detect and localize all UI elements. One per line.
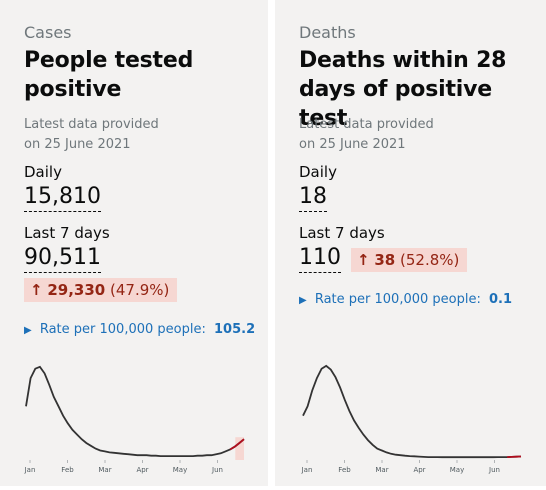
card-title[interactable]: People tested positive — [24, 46, 193, 104]
x-tick-label: Mar — [375, 466, 388, 474]
x-tick-label: Apr — [136, 466, 148, 474]
triangle-right-icon: ▶ — [24, 325, 32, 336]
change-percent: (52.8%) — [400, 251, 460, 269]
card-title-line2: days of positive test — [299, 77, 492, 131]
latest-line1: Latest data provided — [24, 117, 159, 132]
cases-sparkline-chart[interactable]: Jan Feb Mar Apr May Jun — [22, 358, 248, 476]
series-line-highlight — [507, 455, 522, 458]
rate-label: Rate per 100,000 people: — [314, 292, 481, 307]
cases-card: Cases People tested positive Latest data… — [0, 0, 268, 486]
up-arrow-icon: ↑ — [357, 251, 370, 269]
last7-value[interactable]: 110 — [299, 245, 341, 273]
last-7-days-highlight — [235, 437, 244, 460]
x-tick-label: Jun — [211, 466, 223, 474]
change-badge: ↑ 38 (52.8%) — [351, 248, 468, 272]
rate-value: 0.1 — [489, 292, 513, 307]
card-title-line1: Deaths within 28 — [299, 48, 507, 73]
rate-label: Rate per 100,000 people: — [39, 322, 206, 337]
daily-value[interactable]: 18 — [299, 184, 327, 212]
daily-label: Daily — [24, 163, 62, 181]
rate-toggle[interactable]: ▶ Rate per 100,000 people: 0.1 — [299, 292, 512, 307]
x-tick-label: May — [173, 466, 187, 474]
last7-label: Last 7 days — [299, 224, 385, 242]
last7-value[interactable]: 90,511 — [24, 245, 101, 273]
card-title-line2: positive — [24, 77, 122, 102]
daily-value[interactable]: 15,810 — [24, 184, 101, 212]
change-value: 38 — [374, 251, 396, 269]
card-title-line1: People tested — [24, 48, 194, 73]
latest-line1: Latest data provided — [299, 117, 434, 132]
series-line-highlight — [229, 438, 245, 451]
x-tick-label: Jan — [24, 466, 36, 474]
rate-value: 105.2 — [214, 322, 256, 337]
series-line — [25, 365, 245, 457]
x-tick-label: May — [450, 466, 464, 474]
x-tick-label: Jan — [301, 466, 313, 474]
latest-line2: on 25 June 2021 — [24, 137, 131, 152]
latest-line2: on 25 June 2021 — [299, 137, 406, 152]
deaths-sparkline-chart[interactable]: Jan Feb Mar Apr May Jun — [299, 358, 525, 476]
card-title[interactable]: Deaths within 28 days of positive test — [299, 46, 538, 133]
up-arrow-icon: ↑ — [30, 281, 43, 299]
x-tick-label: Feb — [61, 466, 74, 474]
latest-data-text: Latest data provided on 25 June 2021 — [299, 115, 434, 155]
triangle-right-icon: ▶ — [299, 295, 307, 306]
change-percent: (47.9%) — [110, 281, 170, 299]
rate-toggle[interactable]: ▶ Rate per 100,000 people: 105.2 — [24, 322, 255, 337]
last7-label: Last 7 days — [24, 224, 110, 242]
x-tick-label: Mar — [98, 466, 111, 474]
latest-data-text: Latest data provided on 25 June 2021 — [24, 115, 159, 155]
change-value: 29,330 — [47, 281, 106, 299]
x-tick-label: Feb — [338, 466, 351, 474]
series-line — [302, 364, 522, 459]
x-tick-label: Jun — [488, 466, 500, 474]
card-caption: Cases — [24, 23, 72, 42]
daily-label: Daily — [299, 163, 337, 181]
x-tick-label: Apr — [413, 466, 425, 474]
deaths-card: Deaths Deaths within 28 days of positive… — [275, 0, 546, 486]
card-caption: Deaths — [299, 23, 356, 42]
change-badge: ↑ 29,330 (47.9%) — [24, 278, 178, 302]
